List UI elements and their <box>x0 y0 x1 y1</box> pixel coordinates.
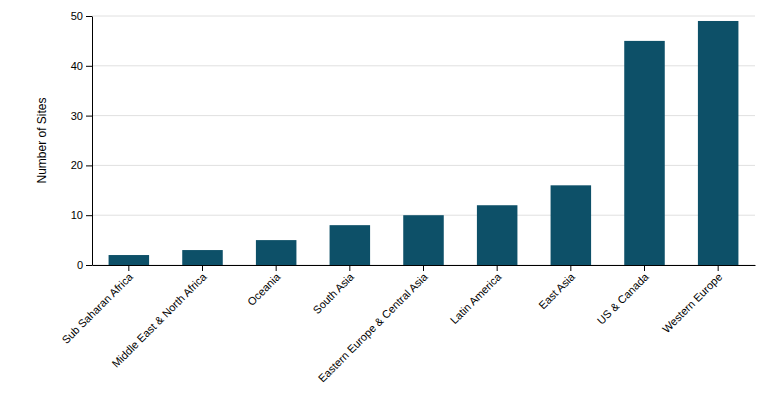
tick: Sub Saharan Africa <box>60 265 136 346</box>
bar <box>624 41 665 265</box>
tick-label: Oceania <box>245 270 283 308</box>
tick: South Asia <box>310 265 356 316</box>
bar <box>109 255 150 265</box>
tick-mark <box>349 265 350 271</box>
tick-label: 30 <box>71 110 83 122</box>
tick-label: 50 <box>71 10 83 22</box>
bar <box>477 205 518 265</box>
x-axis: Sub Saharan AfricaMiddle East & North Af… <box>60 265 756 385</box>
grid-line <box>92 16 755 17</box>
grid <box>92 16 755 265</box>
tick: 30 <box>71 110 92 122</box>
tick-mark <box>86 215 92 216</box>
tick-mark <box>128 265 129 271</box>
tick-label: Middle East & North Africa <box>109 270 209 370</box>
tick-mark <box>276 265 277 271</box>
tick: 20 <box>71 159 92 171</box>
tick-mark <box>423 265 424 271</box>
axis-line <box>92 17 93 266</box>
tick: Oceania <box>245 265 283 308</box>
tick: 50 <box>71 10 92 22</box>
y-axis: 0 10 20 30 40 50 <box>71 10 93 271</box>
y-axis-title: Number of Sites <box>35 97 49 183</box>
chart-container: 0 10 20 30 40 50 Sub Saharan AfricaMiddle East… <box>0 0 775 403</box>
bar <box>330 225 371 265</box>
tick-mark <box>86 66 92 67</box>
bar <box>551 185 592 265</box>
tick: East Asia <box>536 265 578 311</box>
tick-label: Western Europe <box>660 271 725 336</box>
tick: 0 <box>77 259 92 271</box>
tick-label: South Asia <box>310 270 356 316</box>
tick-label: Eastern Europe & Central Asia <box>316 270 431 385</box>
bar <box>698 21 739 265</box>
tick-mark <box>86 16 92 17</box>
tick-label: Latin America <box>448 270 504 326</box>
tick: US & Canada <box>595 265 652 327</box>
bar <box>256 240 297 265</box>
tick-mark <box>497 265 498 271</box>
bar <box>403 215 444 265</box>
bar <box>182 250 223 265</box>
tick-mark <box>86 116 92 117</box>
chart: 0 10 20 30 40 50 Sub Saharan AfricaMiddle East… <box>0 0 775 403</box>
bars <box>109 21 739 265</box>
tick: 40 <box>71 60 92 72</box>
tick-label: 40 <box>71 60 83 72</box>
tick-mark <box>644 265 645 271</box>
tick-mark <box>570 265 571 271</box>
tick: Middle East & North Africa <box>109 265 209 370</box>
plot: 0 10 20 30 40 50 Sub Saharan AfricaMiddle East… <box>60 10 756 384</box>
tick: Western Europe <box>660 265 725 335</box>
tick-mark <box>86 265 92 266</box>
tick-label: Sub Saharan Africa <box>60 270 136 346</box>
tick-label: 10 <box>71 209 83 221</box>
tick: Latin America <box>448 265 504 326</box>
tick-mark <box>718 265 719 271</box>
tick-label: 20 <box>71 159 83 171</box>
tick-label: US & Canada <box>595 270 652 327</box>
tick-label: East Asia <box>536 270 578 312</box>
tick: 10 <box>71 209 92 221</box>
tick-mark <box>86 165 92 166</box>
tick-label: 0 <box>77 259 83 271</box>
tick-mark <box>202 265 203 271</box>
tick: Eastern Europe & Central Asia <box>316 265 431 385</box>
